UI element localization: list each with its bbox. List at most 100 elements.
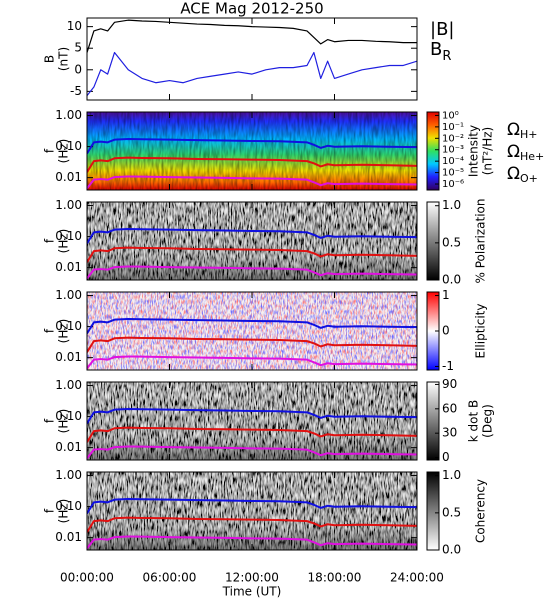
plot-frame (86, 201, 418, 281)
y-tick-label: 0.01 (55, 530, 82, 544)
series-line (87, 175, 417, 190)
x-axis-label: Time (UT) (222, 585, 282, 599)
y-axis-label: f (43, 328, 57, 333)
y-tick-label: 0.10 (55, 499, 82, 513)
y-tick-label: 0.01 (55, 440, 82, 454)
series-line (87, 498, 417, 515)
colorbar-tick-label: 10⁻⁴ (442, 156, 464, 167)
series-line (87, 246, 417, 263)
legend-entry: BR (430, 39, 451, 63)
y-tick-label: 0.01 (55, 350, 82, 364)
lines (87, 19, 417, 97)
colorbar-tick-label: 10⁻¹ (442, 122, 464, 133)
y-tick-label: -5 (70, 84, 82, 98)
colorbar-tick-label: 30 (442, 426, 457, 440)
y-axis-label: (Hz) (57, 319, 71, 344)
colorbar-tick-label: 10⁻³ (442, 145, 464, 156)
series-line (87, 355, 417, 370)
y-tick-label: 1.00 (55, 468, 82, 482)
series-line (87, 336, 417, 353)
series-line (87, 426, 417, 443)
colorbar-label: Ellipticity (474, 304, 488, 359)
y-tick-label: 10 (67, 19, 82, 33)
colorbar-label: (nT²/Hz) (481, 127, 495, 175)
series-line (87, 156, 417, 173)
colorbar-tick-label: -1 (442, 359, 454, 373)
y-tick-label: 1.00 (55, 288, 82, 302)
x-tick-label: 00:00:00 (60, 571, 114, 585)
lines (87, 138, 417, 190)
series-line (87, 265, 417, 280)
colorbar-tick-label: 0.5 (442, 235, 461, 249)
y-tick-label: 0.10 (55, 409, 82, 423)
series-line (87, 138, 417, 155)
series-line (87, 19, 417, 53)
legend-entry: ΩHe+ (507, 142, 544, 163)
series-line (87, 228, 417, 245)
legend-entry: ΩO+ (507, 164, 538, 185)
colorbar-tick-label: 0.0 (442, 543, 461, 557)
series-line (87, 445, 417, 460)
y-tick-label: 1.00 (55, 198, 82, 212)
y-tick-label: 0 (74, 62, 82, 76)
series-line (87, 408, 417, 425)
x-tick-label: 06:00:00 (143, 571, 197, 585)
y-axis-label: (Hz) (57, 499, 71, 524)
series-line (87, 51, 417, 97)
colorbar (426, 381, 440, 461)
chart-title: ACE Mag 2012-250 (180, 0, 323, 18)
y-tick-label: 1.00 (55, 378, 82, 392)
colorbar-tick-label: 1.0 (442, 468, 461, 482)
plot-frame (86, 471, 418, 551)
legend-entry: ΩH+ (507, 120, 538, 141)
y-axis-label: f (43, 238, 57, 243)
y-axis-label: f (43, 418, 57, 423)
colorbar-tick-label: 60 (442, 401, 457, 415)
y-axis-label: (nT) (57, 47, 71, 71)
colorbar-tick-label: 1 (442, 288, 450, 302)
colorbar-tick-label: 10⁻⁵ (442, 168, 464, 179)
x-tick-label: 12:00:00 (225, 571, 279, 585)
y-axis-label: (Hz) (57, 229, 71, 254)
colorbar-tick-label: 10⁻⁶ (442, 179, 464, 190)
series-line (87, 318, 417, 335)
y-tick-label: 0.01 (55, 260, 82, 274)
y-axis-label: (Hz) (57, 139, 71, 164)
y-tick-label: 0.10 (55, 139, 82, 153)
y-tick-label: 5 (74, 41, 82, 55)
y-tick-label: 0.01 (55, 170, 82, 184)
plot-frame (86, 111, 418, 191)
plot-frame (86, 17, 418, 101)
x-tick-label: 24:00:00 (390, 571, 444, 585)
y-axis-label: B (43, 55, 57, 63)
colorbar-label: Coherency (474, 479, 488, 543)
colorbar-tick-label: 0 (442, 324, 450, 338)
y-axis-label: (Hz) (57, 409, 71, 434)
colorbar-tick-label: 0.0 (442, 273, 461, 287)
spectrogram-image (87, 202, 417, 280)
colorbar (426, 201, 440, 281)
colorbar-label: Intensity (467, 125, 481, 177)
colorbar-tick-label: 1.0 (442, 198, 461, 212)
colorbar-tick-label: 0.5 (442, 505, 461, 519)
series-line (87, 516, 417, 533)
lines (87, 228, 417, 280)
colorbar-tick-label: 10⁻² (442, 133, 464, 144)
y-axis-label: f (43, 148, 57, 153)
y-tick-label: 1.00 (55, 108, 82, 122)
x-tick-label: 18:00:00 (308, 571, 362, 585)
legend-entry: |B| (430, 19, 454, 40)
colorbar-tick-label: 90 (442, 377, 457, 391)
lines (87, 318, 417, 370)
colorbar-label: (Deg) (481, 404, 495, 438)
y-tick-label: 0.10 (55, 319, 82, 333)
colorbar-tick-label: 0 (442, 450, 450, 464)
series-line (87, 535, 417, 550)
spectrogram-image (87, 292, 417, 370)
lines (87, 408, 417, 460)
y-tick-label: 0.10 (55, 229, 82, 243)
colorbar-label: k dot B (467, 400, 481, 442)
plot-frame (86, 381, 418, 461)
